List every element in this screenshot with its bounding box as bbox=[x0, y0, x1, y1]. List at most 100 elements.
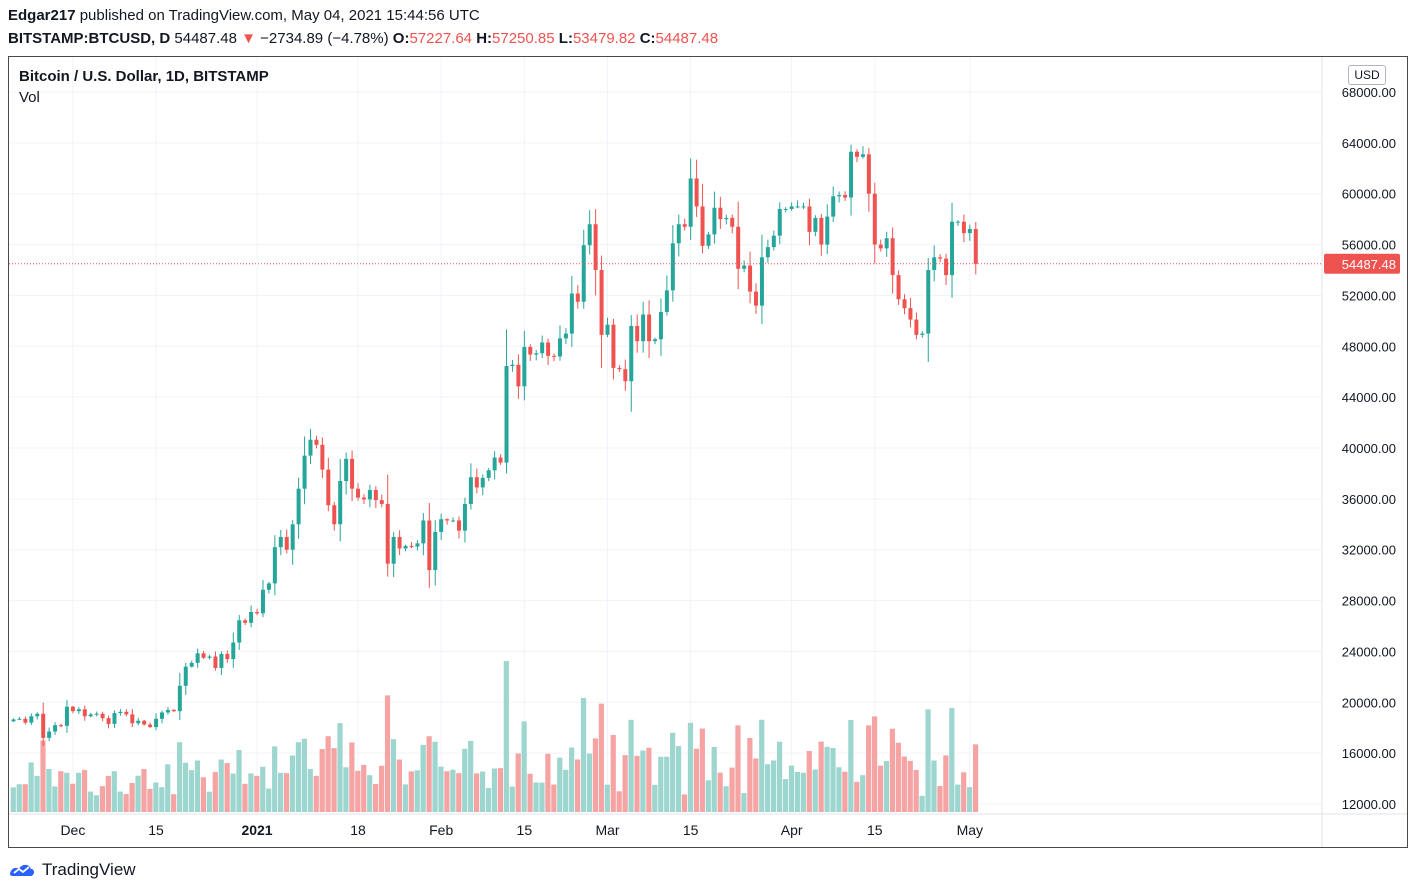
candle-body bbox=[849, 151, 854, 198]
candle-body bbox=[884, 238, 889, 249]
symbol-label: BITSTAMP:BTCUSD, D bbox=[8, 30, 171, 47]
candle-body bbox=[653, 339, 658, 342]
candle-body bbox=[742, 265, 747, 269]
high-value: 57250.85 bbox=[492, 30, 555, 47]
candle-body bbox=[872, 193, 877, 245]
volume-bar bbox=[485, 788, 492, 812]
candle-body bbox=[860, 154, 865, 157]
candle-body bbox=[569, 293, 574, 334]
x-tick-label: 18 bbox=[350, 822, 366, 838]
candle-body bbox=[540, 342, 545, 354]
volume-bar bbox=[182, 762, 189, 812]
candle-body bbox=[350, 458, 355, 489]
candle-body bbox=[356, 488, 361, 498]
candle-body bbox=[255, 612, 260, 614]
candle-body bbox=[290, 524, 295, 550]
volume-bar bbox=[634, 755, 640, 812]
volume-bar bbox=[699, 728, 705, 812]
volume-bar bbox=[414, 770, 420, 812]
candle-body bbox=[373, 489, 378, 501]
candle-body bbox=[474, 477, 479, 488]
volume-bar bbox=[610, 734, 616, 812]
publish-info: published on TradingView.com, May 04, 20… bbox=[79, 7, 480, 24]
y-tick-label: 32000.00 bbox=[1342, 543, 1396, 558]
volume-bar bbox=[295, 742, 302, 812]
candle-body bbox=[902, 299, 907, 309]
candle-body bbox=[361, 497, 366, 500]
candle-body bbox=[807, 206, 812, 232]
candle-body bbox=[635, 325, 640, 342]
candle-body bbox=[623, 369, 628, 382]
candle-body bbox=[647, 314, 652, 342]
candle-body bbox=[552, 355, 557, 357]
candle-body bbox=[100, 713, 105, 719]
candle-body bbox=[302, 455, 307, 489]
candle-body bbox=[47, 731, 52, 738]
candle-body bbox=[397, 537, 402, 549]
candle-body bbox=[237, 620, 242, 643]
chart-legend: Bitcoin / U.S. Dollar, 1D, BITSTAMP Vol bbox=[19, 68, 269, 106]
volume-bar bbox=[681, 794, 688, 812]
candle-body bbox=[718, 207, 723, 220]
volume-bar bbox=[343, 767, 349, 812]
volume-bar bbox=[569, 747, 575, 812]
volume-bar bbox=[474, 773, 480, 812]
candle-body bbox=[754, 291, 758, 306]
y-tick-label: 68000.00 bbox=[1342, 85, 1396, 100]
candle-body bbox=[724, 217, 729, 220]
candle-body bbox=[462, 503, 467, 531]
volume-bar bbox=[491, 768, 498, 812]
candle-body bbox=[367, 489, 372, 500]
candle-body bbox=[391, 537, 396, 564]
volume-bar bbox=[557, 757, 563, 812]
currency-button[interactable]: USD bbox=[1348, 65, 1386, 85]
candle-body bbox=[142, 720, 147, 725]
volume-bar bbox=[266, 788, 272, 812]
volume-bar bbox=[741, 793, 747, 812]
candle-body bbox=[112, 713, 117, 724]
volume-bar bbox=[883, 761, 890, 812]
volume-bar bbox=[361, 764, 367, 812]
candle-body bbox=[575, 293, 580, 302]
volume-bar bbox=[943, 755, 949, 812]
volume-bar bbox=[147, 788, 153, 812]
candle-body bbox=[409, 545, 414, 547]
volume-bar bbox=[105, 775, 111, 812]
volume-bar bbox=[854, 781, 860, 812]
low-label: L: bbox=[558, 30, 573, 47]
candle-body bbox=[385, 503, 390, 564]
volume-bar bbox=[432, 741, 438, 812]
volume-bar bbox=[765, 764, 771, 812]
volume-bar bbox=[289, 755, 296, 812]
volume-bar bbox=[646, 747, 652, 812]
volume-bar bbox=[640, 750, 646, 812]
last-price-label: 54487.48 bbox=[1342, 257, 1396, 272]
candle-body bbox=[629, 325, 634, 382]
x-tick-label: May bbox=[957, 822, 983, 838]
volume-bar bbox=[462, 748, 468, 812]
volume-bar bbox=[64, 772, 70, 812]
candle-body bbox=[932, 257, 937, 270]
publisher-username[interactable]: Edgar217 bbox=[8, 7, 76, 24]
ohlc-line: BITSTAMP:BTCUSD, D 54487.48 ▼ −2734.89 (… bbox=[8, 30, 718, 47]
candle-body bbox=[160, 712, 164, 719]
candle-body bbox=[468, 477, 473, 504]
close-label: C: bbox=[639, 30, 656, 47]
volume-bar bbox=[46, 769, 52, 812]
candle-body bbox=[914, 319, 919, 335]
volume-legend: Vol bbox=[19, 89, 40, 106]
candle-body bbox=[433, 531, 438, 571]
footer-brand[interactable]: TradingView bbox=[8, 860, 136, 880]
candle-body bbox=[379, 500, 384, 504]
candle-body bbox=[658, 311, 663, 340]
candle-body bbox=[516, 364, 521, 387]
volume-bar bbox=[99, 786, 105, 812]
volume-bar bbox=[806, 750, 812, 812]
volume-bar bbox=[123, 794, 129, 812]
volume-bar bbox=[533, 782, 539, 812]
y-tick-label: 16000.00 bbox=[1342, 746, 1396, 761]
candle-body bbox=[29, 716, 34, 723]
volume-bar bbox=[729, 767, 735, 812]
volume-bar bbox=[16, 784, 22, 812]
